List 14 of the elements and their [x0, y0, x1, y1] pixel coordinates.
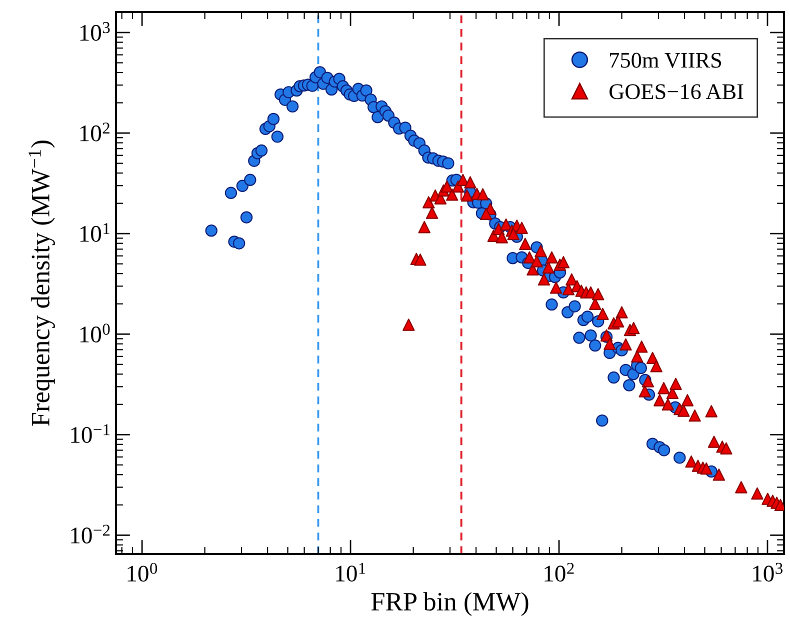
x-tick-label: 10$^{0}$	[128, 562, 158, 582]
x-axis-title: FRP bin (MW)	[371, 592, 528, 616]
y-tick-label: 10$^{2}$	[80, 122, 110, 142]
legend-label: 750m VIIRS	[610, 52, 722, 68]
y-tick-label: 10$^{3}$	[80, 22, 110, 41]
x-tick-label: 10$^{3}$	[753, 562, 782, 582]
legend-label: GOES−16 ABI	[610, 84, 744, 100]
y-tick-label: 10$^{0}$	[80, 324, 110, 342]
y-tick-label: 10$^{−2}$	[71, 524, 110, 544]
y-tick-label: 10$^{−1}$	[71, 424, 110, 443]
x-tick-label: 10$^{2}$	[544, 562, 574, 582]
y-axis-title: Frequency density (MW$^{−1}$)	[28, 140, 55, 426]
x-tick-label: 10$^{1}$	[336, 562, 366, 582]
y-tick-label: 10$^{1}$	[80, 223, 110, 242]
